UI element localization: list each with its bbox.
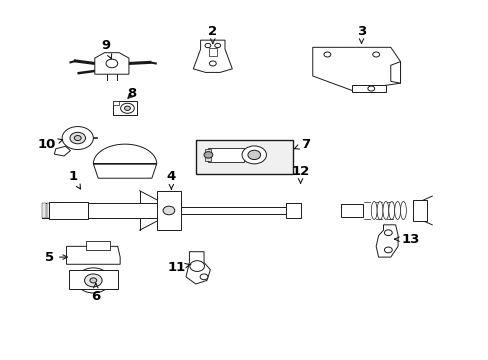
Bar bbox=[42, 203, 46, 219]
Text: 9: 9 bbox=[101, 39, 111, 59]
Circle shape bbox=[367, 86, 374, 91]
Text: 7: 7 bbox=[294, 138, 309, 150]
Circle shape bbox=[372, 52, 379, 57]
Ellipse shape bbox=[400, 202, 406, 220]
Ellipse shape bbox=[388, 202, 394, 220]
Polygon shape bbox=[69, 270, 118, 289]
Circle shape bbox=[70, 132, 85, 144]
Bar bbox=[113, 101, 119, 105]
Text: 6: 6 bbox=[91, 283, 100, 303]
Bar bbox=[61, 203, 65, 219]
Text: 4: 4 bbox=[166, 170, 176, 189]
Text: 3: 3 bbox=[356, 25, 366, 44]
Circle shape bbox=[384, 230, 391, 235]
Text: 1: 1 bbox=[68, 170, 81, 189]
Circle shape bbox=[209, 61, 216, 66]
Circle shape bbox=[203, 152, 212, 158]
Bar bbox=[113, 101, 137, 116]
Text: 2: 2 bbox=[208, 25, 217, 44]
Polygon shape bbox=[93, 144, 157, 178]
Circle shape bbox=[384, 247, 391, 253]
Circle shape bbox=[214, 43, 220, 48]
Text: 12: 12 bbox=[291, 165, 309, 183]
Circle shape bbox=[163, 206, 174, 215]
Bar bbox=[181, 207, 288, 214]
Bar bbox=[208, 48, 216, 56]
Circle shape bbox=[106, 59, 118, 68]
Bar bbox=[86, 241, 110, 250]
Bar bbox=[412, 200, 427, 221]
Circle shape bbox=[84, 274, 102, 287]
Text: 13: 13 bbox=[394, 233, 419, 246]
Circle shape bbox=[124, 106, 130, 111]
Bar bbox=[205, 149, 211, 161]
Bar bbox=[340, 204, 362, 217]
Circle shape bbox=[76, 268, 110, 293]
Text: 5: 5 bbox=[45, 251, 67, 264]
Bar bbox=[57, 203, 61, 219]
Ellipse shape bbox=[394, 202, 400, 220]
Polygon shape bbox=[185, 252, 210, 284]
Circle shape bbox=[200, 274, 207, 280]
Circle shape bbox=[121, 103, 134, 113]
Circle shape bbox=[204, 43, 210, 48]
Polygon shape bbox=[54, 146, 70, 156]
Circle shape bbox=[74, 135, 81, 140]
Polygon shape bbox=[66, 246, 120, 264]
Circle shape bbox=[324, 52, 330, 57]
Bar bbox=[52, 203, 56, 219]
Circle shape bbox=[62, 127, 93, 149]
Bar bbox=[49, 202, 88, 220]
Bar bbox=[207, 148, 244, 162]
Circle shape bbox=[90, 278, 97, 283]
Ellipse shape bbox=[370, 202, 376, 220]
Bar bbox=[47, 203, 51, 219]
Polygon shape bbox=[390, 62, 400, 83]
Polygon shape bbox=[193, 40, 232, 72]
Circle shape bbox=[242, 146, 266, 164]
Bar bbox=[157, 191, 181, 230]
Circle shape bbox=[247, 150, 260, 159]
Polygon shape bbox=[351, 85, 385, 92]
Ellipse shape bbox=[382, 202, 388, 220]
Ellipse shape bbox=[376, 202, 382, 220]
Polygon shape bbox=[375, 225, 397, 257]
Circle shape bbox=[189, 261, 204, 271]
Text: 11: 11 bbox=[167, 261, 190, 274]
Text: 8: 8 bbox=[127, 87, 137, 100]
Bar bbox=[195, 140, 293, 174]
Bar bbox=[285, 203, 300, 218]
Bar bbox=[42, 203, 168, 219]
Polygon shape bbox=[312, 47, 400, 90]
Polygon shape bbox=[95, 53, 129, 74]
Text: 10: 10 bbox=[38, 138, 62, 150]
